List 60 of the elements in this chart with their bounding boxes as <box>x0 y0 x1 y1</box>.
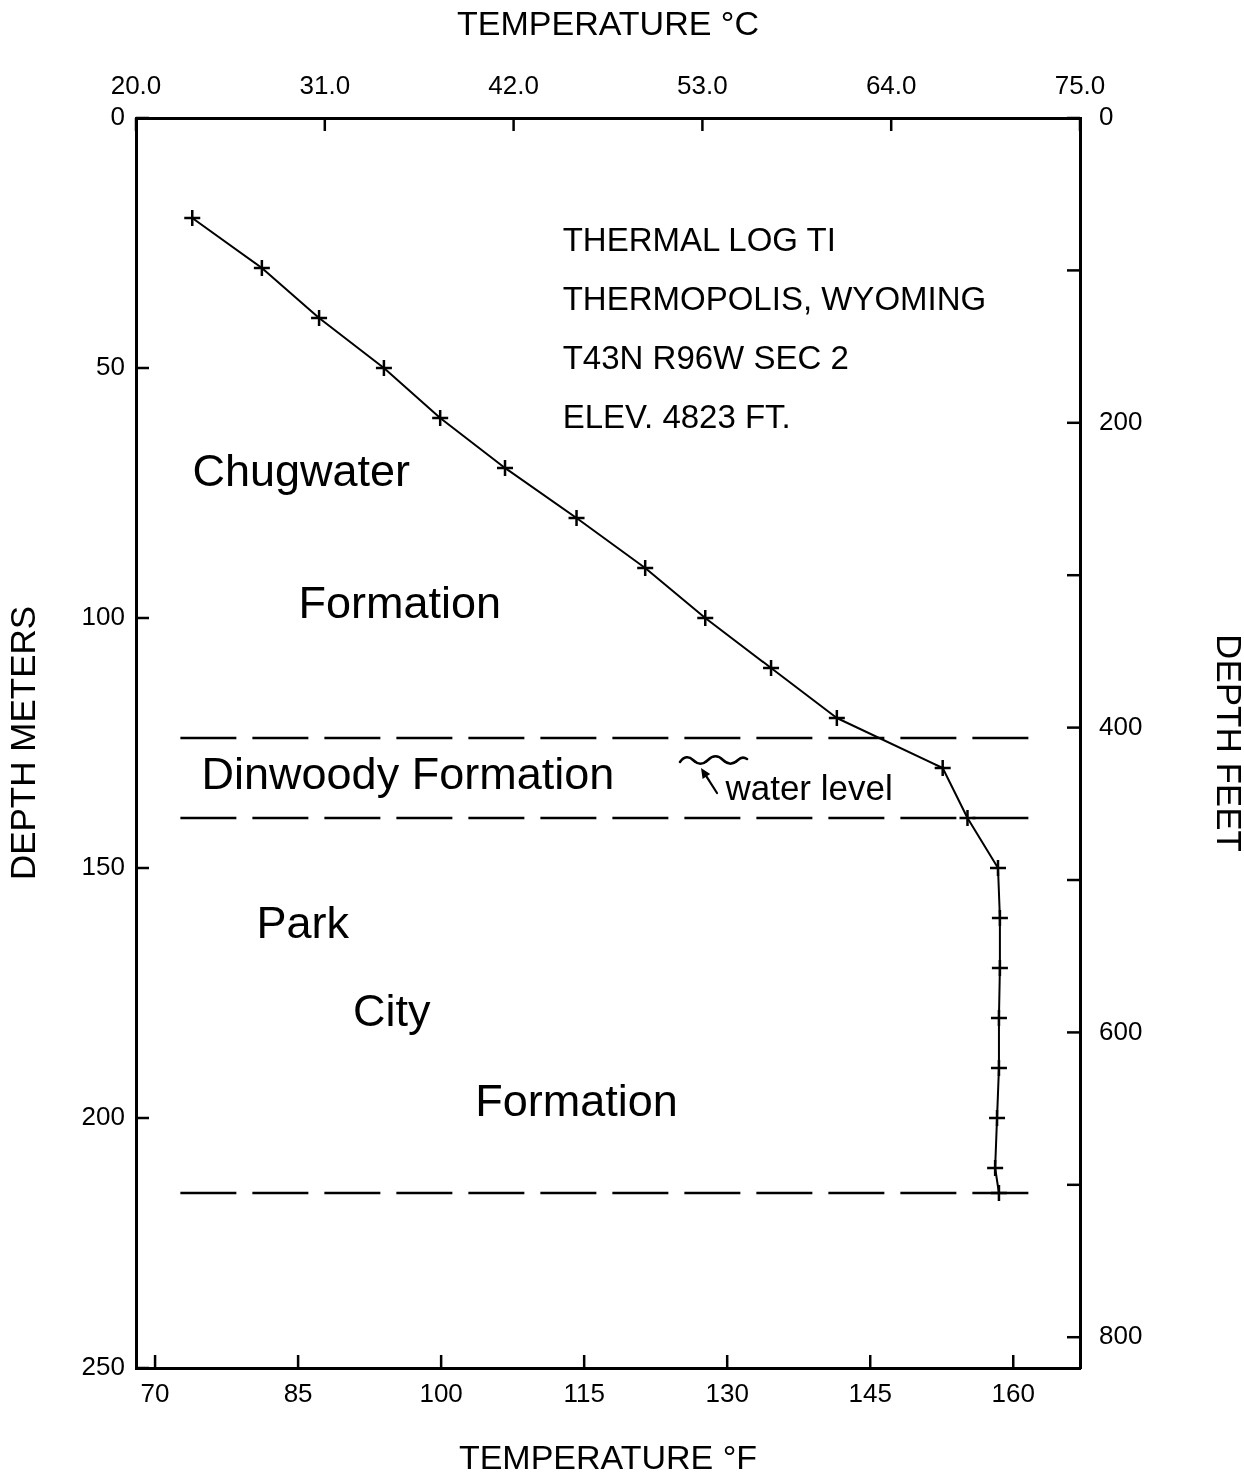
point <box>309 308 329 328</box>
y-tick-label: 100 <box>81 601 125 632</box>
x-axis-title: TEMPERATURE °F <box>458 1438 758 1477</box>
x-tick-label: 85 <box>283 1377 313 1408</box>
point <box>988 858 1008 878</box>
point <box>252 258 272 278</box>
y2-tick-label: 800 <box>1099 1320 1143 1351</box>
y-tick-label: 150 <box>81 851 125 882</box>
annotation: City <box>353 985 432 1037</box>
annotation: Chugwater <box>192 444 411 496</box>
point <box>430 408 450 428</box>
x-tick-label: 70 <box>140 1377 170 1408</box>
annotation: T43N R96W SEC 2 <box>562 338 849 376</box>
y2-tick-label: 600 <box>1099 1015 1143 1046</box>
point <box>495 458 515 478</box>
x2-tick-label: 75.0 <box>1054 69 1106 100</box>
point <box>761 658 781 678</box>
annotation: Formation <box>475 1075 678 1127</box>
point <box>635 558 655 578</box>
annotation: Park <box>256 897 350 949</box>
point <box>567 508 586 528</box>
point <box>989 1058 1009 1078</box>
y2-tick-label: 400 <box>1099 710 1143 741</box>
annotation: water level <box>724 767 893 807</box>
x-tick-label: 100 <box>419 1377 463 1408</box>
point <box>987 1108 1007 1128</box>
x2-tick-label: 20.0 <box>110 69 162 100</box>
x2-tick-label: 42.0 <box>488 69 539 100</box>
text: THERMAL LOG TI <box>562 220 836 258</box>
y-tick-label: 200 <box>81 1101 125 1132</box>
x-tick-label: 145 <box>848 1377 892 1408</box>
x-tick-label: 115 <box>563 1377 605 1408</box>
y-axis-title: DEPTH METERS <box>3 605 43 881</box>
x-tick-label: 160 <box>991 1377 1035 1408</box>
y-tick-label: 50 <box>96 351 125 382</box>
x2-axis-title: TEMPERATURE °C <box>457 4 759 43</box>
point <box>374 358 394 378</box>
x2-tick-label: 31.0 <box>299 69 351 100</box>
y2-tick-label: 200 <box>1099 405 1143 436</box>
point <box>958 808 977 828</box>
point <box>985 1158 1005 1178</box>
annotation: THERMOPOLIS, WYOMING <box>562 279 987 317</box>
x2-tick-label: 53.0 <box>677 69 728 100</box>
y2-axis-title: DEPTH FEET <box>1209 634 1244 852</box>
point <box>183 208 202 228</box>
point <box>989 1183 1009 1203</box>
point <box>989 1008 1009 1028</box>
x2-tick-label: 64.0 <box>865 69 917 100</box>
y-tick-label: 0 <box>110 101 125 132</box>
point <box>827 708 847 728</box>
annotation: Formation <box>298 576 502 628</box>
y2-tick-label: 0 <box>1099 101 1114 132</box>
y-tick-label: 250 <box>81 1351 125 1382</box>
point <box>990 958 1010 978</box>
x-tick-label: 130 <box>705 1377 749 1408</box>
annotation: Dinwoody Formation <box>201 748 615 800</box>
annotation: ELEV. 4823 FT. <box>562 397 791 435</box>
point <box>696 608 715 628</box>
point <box>933 758 952 778</box>
point <box>990 908 1010 928</box>
